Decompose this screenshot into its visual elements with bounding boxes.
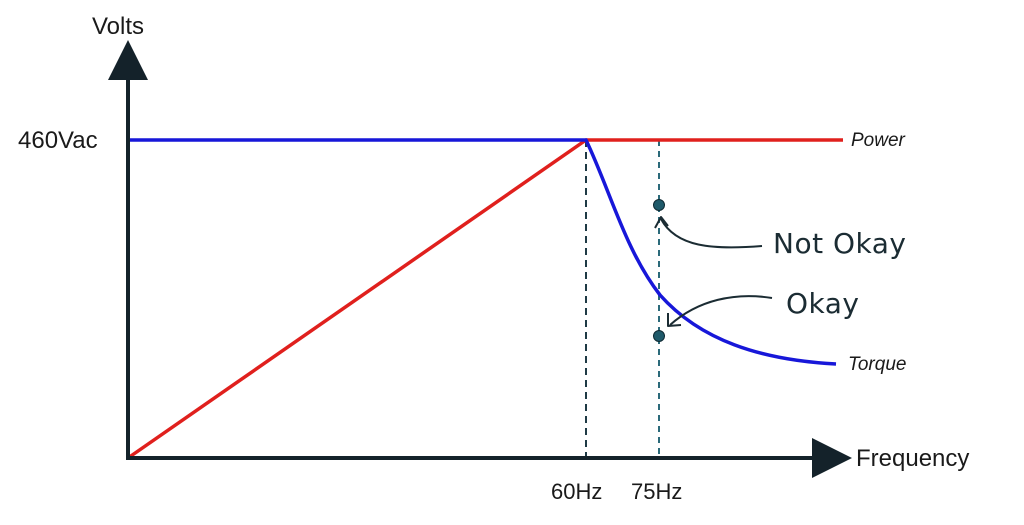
y-tick-460vac: 460Vac — [18, 127, 98, 154]
not-okay-arrowhead — [654, 216, 669, 229]
power-curve — [127, 138, 843, 460]
torque-curve — [128, 138, 837, 366]
okay-point — [653, 330, 665, 342]
torque-label: Torque — [848, 354, 906, 375]
okay-arrow — [669, 295, 773, 326]
okay-label: Okay — [786, 287, 860, 320]
not-okay-label: Not Okay — [773, 227, 906, 260]
x-tick-60hz: 60Hz — [551, 479, 602, 504]
power-label: Power — [851, 130, 906, 151]
okay-arrowhead — [667, 313, 682, 327]
x-axis-label: Frequency — [856, 445, 969, 472]
y-axis-label: Volts — [92, 13, 144, 40]
not-okay-arrow — [660, 218, 763, 249]
x-tick-75hz: 75Hz — [631, 479, 682, 504]
not-okay-point — [653, 199, 665, 211]
